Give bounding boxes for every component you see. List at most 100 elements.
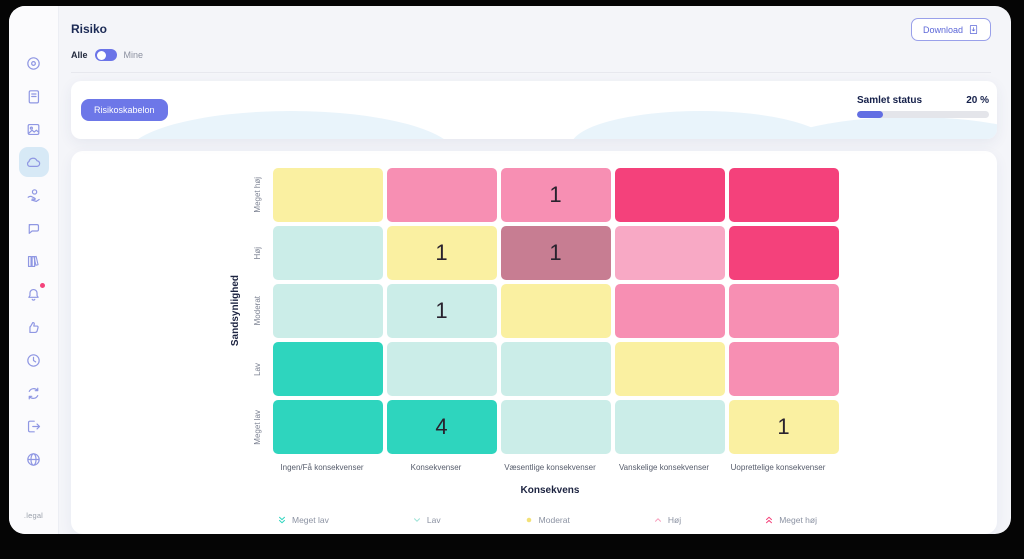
overall-status-block: Samlet status 20 % xyxy=(857,95,989,118)
download-button[interactable]: Download xyxy=(910,18,991,41)
sidebar-item-chat[interactable] xyxy=(19,213,49,243)
image-icon xyxy=(27,123,40,135)
sidebar-item-risk[interactable] xyxy=(18,147,49,177)
legend-label: Meget lav xyxy=(292,515,329,525)
matrix-cell-r2c1[interactable] xyxy=(272,226,383,280)
status-label: Samlet status xyxy=(857,95,923,106)
matrix-cell-r4c2[interactable] xyxy=(386,342,497,396)
sidebar-item-notifications[interactable] xyxy=(19,279,49,309)
sidebar-item-hand-coin[interactable] xyxy=(19,180,49,210)
legend-label: Lav xyxy=(426,515,441,525)
brand-logo: .legal xyxy=(23,511,44,520)
row-label: Meget lav xyxy=(253,409,262,445)
row-label: Moderat xyxy=(253,296,262,326)
matrix-cell-r2c4[interactable] xyxy=(614,226,725,280)
thumbs-up-icon xyxy=(29,321,39,333)
download-icon xyxy=(969,25,978,34)
col-label: Vanskelige konsekvenser xyxy=(618,463,710,472)
sidebar-item-sync[interactable] xyxy=(19,378,49,408)
matrix-cell-r2c5[interactable] xyxy=(728,226,839,280)
toolbar-card: Risikoskabelon Samlet status 20 % xyxy=(71,81,997,139)
legend-item-lav: Lav xyxy=(412,515,441,525)
books-icon xyxy=(27,255,39,267)
legend-item-moderat: Moderat xyxy=(524,515,570,525)
sidebar-item-library[interactable] xyxy=(19,246,49,276)
app-window: .legal Risiko Download Alle xyxy=(9,6,1011,534)
filter-toggle-row: Alle Mine xyxy=(71,49,991,73)
matrix-cell-r5c1[interactable] xyxy=(272,400,383,454)
matrix-cell-r4c3[interactable] xyxy=(500,342,611,396)
chevron-up-icon xyxy=(654,518,661,522)
alle-mine-toggle[interactable] xyxy=(94,49,117,61)
y-axis-title: Sandsynlighed xyxy=(229,275,241,347)
col-label: Konsekvenser xyxy=(410,463,462,472)
wave-decoration xyxy=(126,111,456,139)
col-label: Ingen/Få konsekvenser xyxy=(280,463,364,472)
x-axis-tick-labels: Ingen/Få konsekvenser Konsekvenser Væsentl… xyxy=(267,463,833,472)
chat-icon xyxy=(28,223,40,234)
matrix-cell-r3c4[interactable] xyxy=(614,284,725,338)
matrix-cell-r2c3[interactable]: 1 xyxy=(500,226,611,280)
matrix-cell-r1c3[interactable]: 1 xyxy=(500,168,611,222)
matrix-cell-r5c2[interactable]: 4 xyxy=(386,400,497,454)
chevron-down-icon xyxy=(413,518,420,522)
matrix-cell-r3c1[interactable] xyxy=(272,284,383,338)
matrix-cell-r5c4[interactable] xyxy=(614,400,725,454)
risk-matrix: Sandsynlighed Meget høj 1 Høj 1 1 Moderat 1 Lav… xyxy=(230,168,839,454)
legend-item-meget-lav: Meget lav xyxy=(277,515,329,525)
matrix-cell-r1c5[interactable] xyxy=(728,168,839,222)
download-button-label: Download xyxy=(922,24,963,35)
toggle-label-mine: Mine xyxy=(123,50,144,60)
row-label: Meget høj xyxy=(253,177,262,213)
sidebar-item-documents[interactable] xyxy=(19,81,49,111)
legend-item-meget-h-j: Meget høj xyxy=(764,515,817,525)
matrix-cell-r1c2[interactable] xyxy=(386,168,497,222)
notification-badge xyxy=(39,283,45,288)
toggle-knob xyxy=(96,50,106,60)
row-label: Lav xyxy=(253,362,262,376)
hand-coin-icon xyxy=(27,188,40,202)
legend-item-h-j: Høj xyxy=(653,515,681,525)
matrix-cell-r3c2[interactable]: 1 xyxy=(386,284,497,338)
status-percentage: 20 % xyxy=(966,95,989,106)
dot-icon xyxy=(526,517,531,523)
clock-icon xyxy=(27,353,40,367)
matrix-cell-r5c3[interactable] xyxy=(500,400,611,454)
matrix-cell-r4c5[interactable] xyxy=(728,342,839,396)
matrix-cell-r3c5[interactable] xyxy=(728,284,839,338)
matrix-cell-r1c1[interactable] xyxy=(272,168,383,222)
chevrons-up-icon xyxy=(766,516,773,524)
col-label: Væsentlige konsekvenser xyxy=(504,463,596,472)
page-title: Risiko xyxy=(71,22,108,36)
legend-label: Meget høj xyxy=(779,515,817,525)
sidebar-item-language[interactable] xyxy=(19,444,49,474)
disc-icon xyxy=(27,56,40,70)
bell-icon xyxy=(28,288,39,301)
matrix-cell-r4c1[interactable] xyxy=(272,342,383,396)
sidebar-item-logout[interactable] xyxy=(19,411,49,441)
risk-template-button[interactable]: Risikoskabelon xyxy=(81,99,168,121)
legend-label: Høj xyxy=(667,515,682,525)
toggle-label-alle: Alle xyxy=(71,50,88,60)
sidebar-item-feedback[interactable] xyxy=(19,312,49,342)
sidebar-item-gallery[interactable] xyxy=(19,114,49,144)
x-axis-title: Konsekvens xyxy=(520,485,580,496)
sidebar-item-history[interactable] xyxy=(19,345,49,375)
row-label: Høj xyxy=(253,246,262,260)
logout-icon xyxy=(27,420,41,432)
chevrons-down-icon xyxy=(279,516,285,524)
journal-icon xyxy=(28,89,40,103)
legend-label: Moderat xyxy=(538,515,570,525)
matrix-cell-r1c4[interactable] xyxy=(614,168,725,222)
sidebar-item-dashboard[interactable] xyxy=(19,48,49,78)
matrix-cell-r5c5[interactable]: 1 xyxy=(728,400,839,454)
progress-bar-fill xyxy=(857,111,884,118)
sync-icon xyxy=(28,387,39,399)
topbar: Risiko Download Alle Mine xyxy=(59,6,1011,73)
risk-matrix-card: Sandsynlighed Meget høj 1 Høj 1 1 Moderat 1 Lav… xyxy=(71,151,997,534)
matrix-cell-r3c3[interactable] xyxy=(500,284,611,338)
matrix-cell-r2c2[interactable]: 1 xyxy=(386,226,497,280)
matrix-cell-r4c4[interactable] xyxy=(614,342,725,396)
risk-legend: Meget lav Lav Moderat Høj Meget høj xyxy=(277,515,817,525)
